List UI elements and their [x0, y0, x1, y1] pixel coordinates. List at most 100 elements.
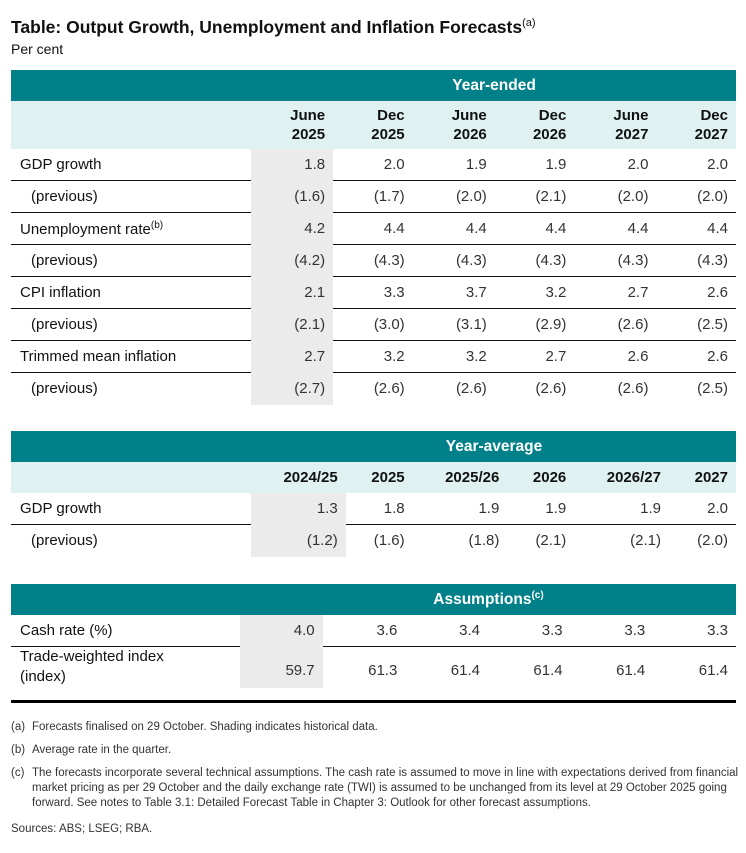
cell-value: (4.3): [412, 244, 495, 277]
cell-value: (2.1): [494, 180, 575, 213]
row-label: Unemployment rate(b): [11, 212, 251, 245]
cell-value: (4.3): [494, 244, 575, 277]
cell-value: 4.4: [494, 212, 575, 245]
table-row: Trade-weighted index (index) 59.7 61.3 61.4 6…: [11, 646, 736, 688]
cell-value: 3.3: [333, 276, 413, 309]
cell-value: (2.0): [697, 532, 728, 550]
cell-value: (2.1): [630, 532, 661, 550]
table-row: CPI inflation 2.1 3.3 3.7 3.2 2.7 2.6: [11, 276, 736, 309]
cell-value: (2.0): [574, 180, 657, 213]
footnote: (b) Average rate in the quarter.: [11, 744, 172, 756]
cell-value: (2.6): [574, 308, 657, 341]
table-row: (previous) (2.7) (2.6) (2.6) (2.6) (2.6) (2.5): [11, 372, 736, 405]
row-label: GDP growth: [11, 493, 251, 525]
cell-value: 3.2: [412, 340, 495, 373]
cell-value: (4.3): [333, 244, 413, 277]
column-header: Dec 2027: [656, 101, 736, 149]
row-label: (previous): [31, 380, 98, 398]
cell-value: 2.1: [251, 276, 334, 309]
footnotes: (a) Forecasts finalised on 29 October. Sh…: [11, 720, 741, 835]
table-row: GDP growth 1.8 2.0 1.9 1.9 2.0 2.0: [11, 149, 736, 181]
column-header: Dec 2025: [333, 101, 413, 149]
cell-value: (2.7): [251, 372, 334, 405]
cell-value: 2.7: [574, 276, 657, 309]
cell-value: (2.6): [373, 380, 405, 398]
cell-value: 3.2: [333, 340, 413, 373]
column-header: June 2027: [574, 101, 657, 149]
cell-value: 2.6: [656, 340, 736, 373]
cell-value: 1.9: [574, 493, 669, 525]
cell-value: 4.4: [656, 212, 736, 245]
table-row: GDP growth 1.3 1.8 1.9 1.9 1.9 2.0: [11, 493, 736, 525]
cell-value: 1.8: [251, 149, 334, 181]
cell-value: (2.6): [535, 380, 567, 398]
row-label: (previous): [31, 532, 98, 550]
cell-value: 4.0: [240, 615, 323, 647]
cell-value: (2.1): [251, 308, 334, 341]
cell-value: 61.3: [368, 662, 398, 679]
cell-value: (2.6): [455, 380, 487, 398]
cell-value: 1.9: [494, 149, 575, 181]
cell-value: (1.6): [373, 532, 405, 550]
cell-value: (2.0): [412, 180, 495, 213]
cell-value: 2.0: [574, 149, 657, 181]
column-header: 2027: [668, 462, 736, 493]
cell-value: 4.4: [574, 212, 657, 245]
cell-value: 61.4: [450, 662, 480, 679]
table-row: Cash rate (%) 4.0 3.6 3.4 3.3 3.3 3.3: [11, 615, 736, 647]
cell-value: (2.9): [494, 308, 575, 341]
cell-value: 3.6: [322, 615, 406, 647]
column-header: June 2026: [412, 101, 495, 149]
cell-value: (3.1): [412, 308, 495, 341]
cell-value: (4.3): [656, 244, 736, 277]
table-row: (previous) (1.2) (1.6) (1.8) (2.1) (2.1) (2.0): [11, 524, 736, 557]
cell-value: 61.4: [533, 662, 563, 679]
cell-value: 4.4: [333, 212, 413, 245]
cell-value: 1.9: [412, 149, 495, 181]
cell-value: 1.9: [412, 493, 508, 525]
cell-value: 61.4: [698, 662, 728, 679]
cell-value: (2.1): [535, 532, 567, 550]
cell-value: (1.2): [251, 524, 346, 557]
cell-value: 3.3: [487, 615, 571, 647]
footnote: (c) The forecasts incorporate several tec…: [11, 767, 739, 809]
cell-value: 3.4: [405, 615, 488, 647]
column-header: 2026: [507, 462, 575, 493]
assumptions-band: Assumptions(c): [240, 584, 736, 615]
year-ended-table: Year-ended June 2025 Dec 2025 June 2026 Dec 202…: [11, 70, 736, 405]
cell-value: 2.0: [656, 149, 736, 181]
assumptions-table: Assumptions(c) Cash rate (%) 4.0 3.6 3.4 3.3…: [11, 584, 736, 688]
cell-value: (1.8): [468, 532, 500, 550]
row-label: (previous): [11, 180, 251, 213]
cell-value: 1.9: [507, 493, 575, 525]
cell-value: 3.3: [570, 615, 654, 647]
row-label: GDP growth: [11, 149, 251, 181]
title-footnote-ref: (a): [522, 17, 536, 30]
year-ended-band: Year-ended: [251, 70, 736, 101]
unit-label: Per cent: [11, 41, 64, 57]
cell-value: 2.6: [574, 340, 657, 373]
column-header: June 2025: [251, 101, 334, 149]
column-header: 2025/26: [412, 462, 508, 493]
cell-value: (4.3): [574, 244, 657, 277]
table-row: (previous) (1.6) (1.7) (2.0) (2.1) (2.0) (2.0): [11, 180, 736, 213]
table-row: (previous) (2.1) (3.0) (3.1) (2.9) (2.6) (2.5): [11, 308, 736, 341]
cell-value: (2.0): [656, 180, 736, 213]
cell-value: 1.3: [251, 493, 346, 525]
cell-value: 4.4: [412, 212, 495, 245]
cell-value: (4.2): [251, 244, 334, 277]
column-header: Dec 2026: [494, 101, 575, 149]
cell-value: 3.2: [494, 276, 575, 309]
column-header: 2024/25: [251, 462, 346, 493]
column-header: 2026/27: [574, 462, 669, 493]
cell-value: (2.5): [656, 308, 736, 341]
cell-value: 61.4: [616, 662, 646, 679]
row-label: Trade-weighted index (index): [20, 648, 164, 685]
cell-value: 2.7: [494, 340, 575, 373]
table-title: Table: Output Growth, Unemployment and I…: [11, 17, 536, 38]
cell-value: 3.3: [653, 615, 736, 647]
footnote-ref: (b): [150, 219, 164, 231]
row-label: Cash rate (%): [11, 615, 240, 647]
cell-value: (2.5): [697, 380, 728, 398]
cell-value: 2.6: [656, 276, 736, 309]
